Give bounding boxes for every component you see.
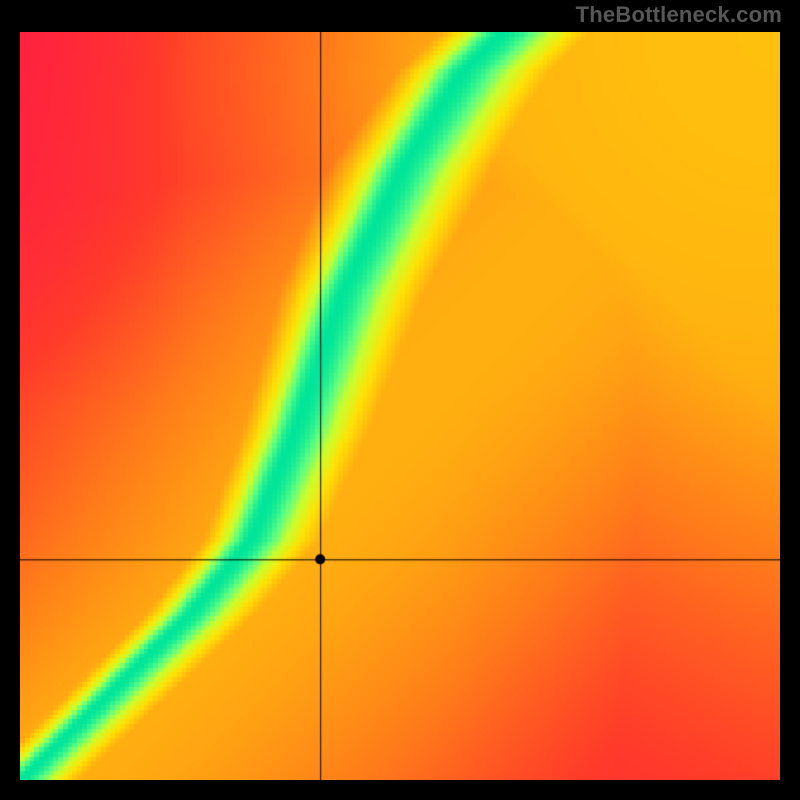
chart-container: TheBottleneck.com	[0, 0, 800, 800]
bottleneck-heatmap	[20, 32, 780, 780]
watermark-label: TheBottleneck.com	[576, 2, 782, 28]
